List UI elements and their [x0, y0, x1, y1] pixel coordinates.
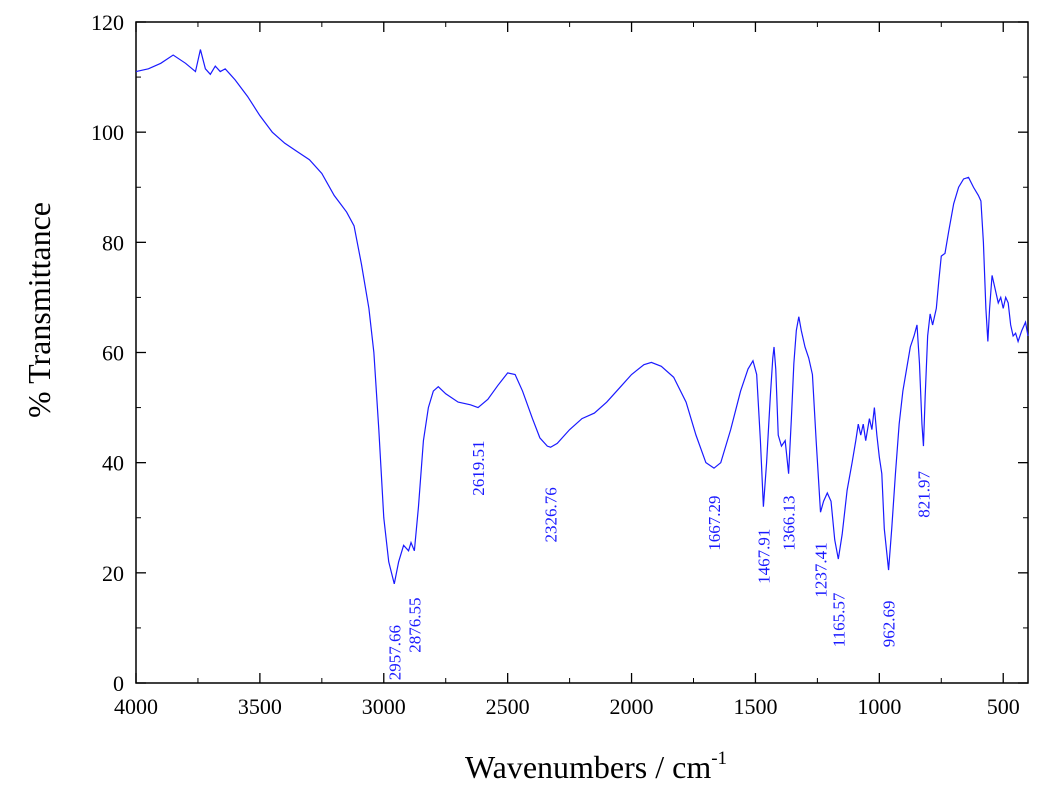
x-axis-title-text: Wavenumbers / cm — [465, 749, 711, 785]
x-tick-label: 3000 — [362, 694, 406, 719]
axis-ticks — [135, 21, 1028, 684]
x-tick-label: 2000 — [610, 694, 654, 719]
x-tick-label: 1000 — [857, 694, 901, 719]
y-tick-label: 60 — [102, 341, 124, 366]
tick-labels: 4000 3500 3000 2500 2000 1500 1000 500 0 20 40 60 80… — [91, 10, 1020, 719]
peak-label: 1467.91 — [754, 529, 773, 584]
y-tick-label: 120 — [91, 10, 124, 35]
plot-frame — [135, 21, 1029, 684]
peak-label: 2957.66 — [385, 625, 404, 680]
spectrum-line — [135, 49, 1029, 584]
x-tick-label: 1500 — [733, 694, 777, 719]
y-tick-label: 40 — [102, 451, 124, 476]
x-tick-label: 2500 — [486, 694, 530, 719]
x-tick-label: 500 — [987, 694, 1020, 719]
peak-label: 1165.57 — [829, 592, 848, 647]
x-axis-title: Wavenumbers / cm-1 — [465, 748, 727, 785]
peak-label: 962.69 — [880, 600, 899, 647]
y-tick-label: 0 — [113, 671, 124, 696]
peak-label: 821.97 — [914, 471, 933, 518]
y-axis-title: % Transmittance — [21, 202, 57, 418]
peak-label: 2876.55 — [405, 597, 424, 652]
peak-label: 1667.29 — [705, 496, 724, 551]
peak-labels: 2957.66 2876.55 2619.51 2326.76 1667.29 1467.… — [385, 440, 933, 680]
x-axis-title-superscript: -1 — [711, 748, 727, 769]
peak-label: 2326.76 — [542, 487, 561, 542]
peak-label: 1237.41 — [812, 542, 831, 597]
y-tick-label: 20 — [102, 561, 124, 586]
y-tick-label: 80 — [102, 230, 124, 255]
peak-label: 1366.13 — [780, 496, 799, 551]
y-tick-label: 100 — [91, 120, 124, 145]
x-tick-label: 4000 — [114, 694, 158, 719]
peak-label: 2619.51 — [469, 440, 488, 495]
x-tick-label: 3500 — [238, 694, 282, 719]
